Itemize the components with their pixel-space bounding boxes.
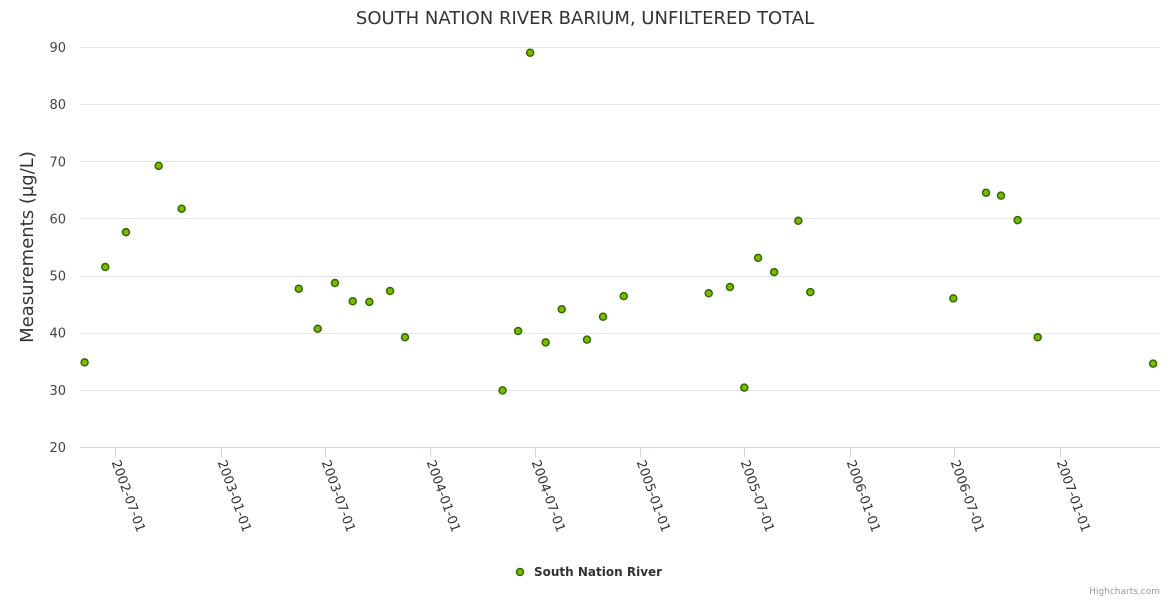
data-point[interactable]: [740, 383, 749, 392]
y-tick-label: 40: [49, 327, 66, 342]
data-point[interactable]: [1033, 333, 1042, 342]
data-point[interactable]: [330, 278, 340, 288]
x-tick-label: 2005-07-01: [737, 458, 777, 534]
y-tick-label: 20: [49, 441, 66, 456]
data-point[interactable]: [557, 305, 566, 314]
data-point[interactable]: [385, 286, 395, 296]
y-tick-label: 60: [49, 212, 66, 227]
data-point[interactable]: [121, 227, 131, 237]
data-point[interactable]: [400, 333, 410, 342]
data-point[interactable]: [753, 253, 763, 263]
y-tick-label: 90: [49, 41, 66, 56]
x-axis-ticks: 2002-07-01 2003-01-01 2003-07-01 2004-01-01…: [108, 447, 1093, 534]
data-point[interactable]: [806, 287, 815, 297]
data-point[interactable]: [769, 267, 779, 277]
y-axis-ticks: 20 30 40 50 60 70 80 90: [49, 41, 66, 456]
data-point[interactable]: [498, 386, 507, 395]
data-point[interactable]: [177, 204, 186, 213]
x-tick-label: 2006-07-01: [947, 458, 987, 534]
credits-link[interactable]: Highcharts.com: [1089, 587, 1160, 597]
data-point[interactable]: [80, 358, 89, 367]
data-point[interactable]: [582, 335, 592, 344]
x-tick-label: 2004-07-01: [528, 458, 568, 534]
data-point[interactable]: [313, 324, 322, 333]
data-point[interactable]: [725, 282, 735, 292]
y-tick-label: 80: [49, 98, 66, 113]
legend[interactable]: South Nation River: [515, 565, 663, 579]
data-point[interactable]: [794, 216, 803, 225]
y-tick-label: 50: [49, 270, 66, 285]
chart-title: SOUTH NATION RIVER BARIUM, UNFILTERED TO…: [356, 8, 814, 29]
x-tick-label: 2006-01-01: [843, 458, 883, 534]
data-point[interactable]: [525, 48, 535, 57]
series-south-nation-river[interactable]: [80, 48, 1158, 395]
y-axis-label: Measurements (µg/L): [17, 151, 38, 343]
data-point[interactable]: [513, 326, 523, 336]
data-point[interactable]: [101, 262, 110, 272]
data-point[interactable]: [348, 297, 357, 306]
data-point[interactable]: [154, 161, 163, 171]
x-tick-label: 2003-01-01: [214, 458, 254, 534]
x-tick-label: 2002-07-01: [108, 458, 148, 534]
grid-lines: [80, 47, 1160, 391]
data-point[interactable]: [619, 291, 628, 301]
data-point[interactable]: [981, 188, 991, 197]
data-point[interactable]: [541, 338, 550, 347]
data-point[interactable]: [294, 284, 304, 293]
data-point[interactable]: [996, 191, 1006, 200]
legend-item-label[interactable]: South Nation River: [534, 565, 662, 579]
x-tick-label: 2005-01-01: [633, 458, 673, 534]
x-tick-label: 2007-01-01: [1053, 458, 1093, 534]
data-point[interactable]: [949, 294, 958, 303]
x-tick-label: 2004-01-01: [423, 458, 463, 534]
data-point[interactable]: [365, 297, 374, 307]
data-point[interactable]: [598, 312, 608, 321]
x-tick-label: 2003-07-01: [318, 458, 358, 534]
data-point[interactable]: [1013, 215, 1022, 225]
y-tick-label: 30: [49, 384, 66, 399]
data-point[interactable]: [1148, 359, 1158, 368]
y-tick-label: 70: [49, 155, 66, 170]
data-point[interactable]: [704, 289, 713, 298]
legend-marker: [515, 567, 525, 577]
